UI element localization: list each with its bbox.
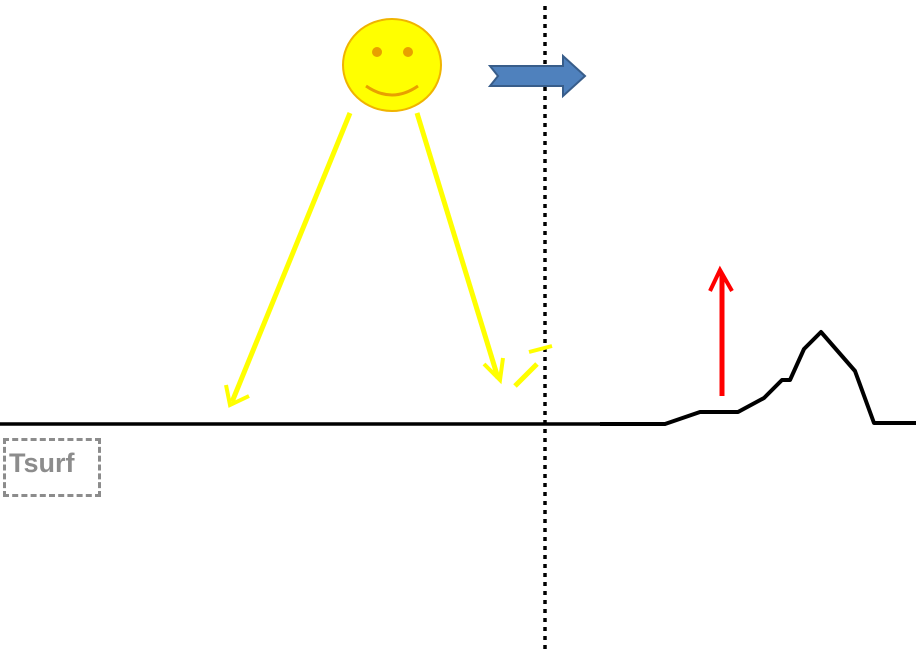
terrain-profile	[600, 330, 916, 426]
surface-label-box	[3, 438, 101, 497]
left-ray-arrow	[224, 112, 353, 408]
up-arrow-icon	[708, 265, 734, 396]
right-arrow-icon	[487, 53, 587, 99]
sun-smile	[365, 84, 419, 97]
smiley-sun-icon	[342, 18, 442, 112]
surface-label: Tsurf	[9, 448, 75, 478]
right-ray-arrow	[414, 112, 505, 385]
sun-right-eye	[403, 47, 413, 57]
reflected-ray	[513, 344, 553, 388]
sun-left-eye	[372, 47, 382, 57]
